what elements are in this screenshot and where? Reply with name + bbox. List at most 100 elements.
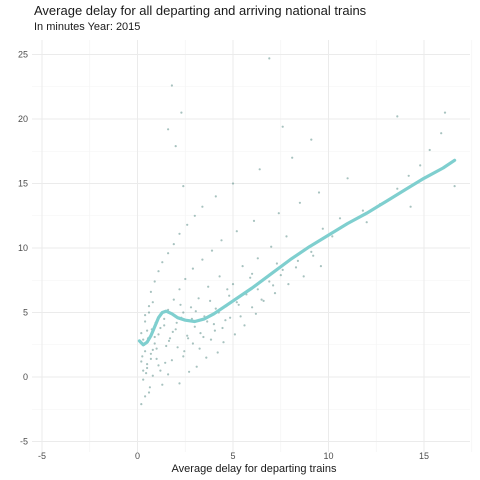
data-point: [142, 378, 145, 381]
data-point: [201, 205, 204, 208]
data-point: [146, 329, 149, 332]
data-point: [202, 335, 205, 339]
data-point: [140, 403, 143, 406]
data-point: [231, 283, 235, 286]
y-tick-label: 10: [18, 243, 28, 253]
y-tick-label: 5: [23, 308, 28, 318]
data-point: [209, 338, 213, 341]
y-tick-label: 15: [18, 179, 28, 189]
data-point: [216, 351, 219, 354]
data-point: [407, 174, 410, 177]
data-point: [235, 301, 238, 304]
data-point: [239, 315, 242, 318]
data-point: [161, 261, 164, 264]
data-point: [188, 370, 191, 373]
data-point: [443, 111, 447, 114]
data-point: [209, 299, 212, 302]
y-tick-label: -5: [20, 437, 28, 447]
data-point: [149, 352, 152, 355]
y-tick-label: 20: [18, 114, 28, 124]
data-point: [146, 366, 149, 370]
data-point: [170, 84, 173, 87]
data-point: [178, 232, 181, 235]
data-point: [409, 205, 412, 208]
data-point: [319, 265, 322, 268]
data-point: [296, 259, 299, 262]
data-point: [172, 298, 175, 301]
data-point: [195, 365, 198, 368]
data-point: [453, 185, 456, 188]
data-point: [226, 288, 229, 291]
data-point: [279, 274, 282, 277]
data-point: [168, 337, 172, 340]
data-point: [178, 382, 181, 385]
data-point: [161, 383, 164, 386]
data-point: [159, 369, 162, 372]
data-point: [201, 258, 204, 261]
x-axis-label: Average delay for departing trains: [172, 463, 337, 475]
data-point: [218, 275, 221, 278]
data-point: [142, 338, 145, 341]
data-point: [258, 168, 261, 171]
data-point: [254, 312, 257, 315]
data-point: [155, 347, 158, 350]
x-tick-label: 0: [135, 451, 140, 461]
data-point: [142, 369, 145, 372]
data-point: [235, 230, 238, 233]
data-point: [193, 325, 196, 328]
data-point: [153, 335, 156, 339]
data-point: [159, 326, 162, 330]
data-point: [144, 320, 147, 323]
data-point: [153, 342, 156, 345]
data-point: [206, 320, 209, 323]
data-point: [285, 235, 288, 238]
trend-line: [137, 158, 457, 347]
data-point: [321, 227, 324, 230]
data-point: [141, 355, 144, 358]
data-point: [144, 314, 147, 317]
data-point: [157, 364, 160, 367]
data-point: [191, 342, 194, 345]
data-point: [252, 219, 256, 222]
data-point: [167, 128, 170, 131]
data-point: [148, 386, 151, 389]
data-point: [228, 294, 231, 297]
data-point: [291, 156, 294, 159]
data-point: [237, 303, 240, 306]
data-point: [210, 249, 214, 252]
data-point: [205, 356, 208, 359]
data-point: [241, 265, 244, 268]
data-point: [396, 115, 399, 118]
data-point: [191, 267, 194, 270]
data-point: [281, 125, 284, 128]
data-point: [251, 272, 254, 275]
data-point: [231, 182, 235, 185]
data-point: [186, 334, 189, 337]
grid: [32, 40, 473, 452]
data-point: [144, 395, 147, 398]
data-point: [167, 339, 171, 342]
data-point: [268, 57, 271, 60]
data-point: [179, 303, 182, 306]
data-point: [272, 284, 275, 287]
data-point: [167, 373, 170, 376]
data-point: [167, 252, 170, 255]
y-tick-label: 25: [18, 50, 28, 60]
data-point: [165, 344, 168, 348]
data-point: [262, 299, 265, 302]
data-point: [140, 360, 143, 363]
data-point: [182, 311, 185, 314]
data-point: [144, 350, 147, 353]
scatter-points: [140, 57, 456, 406]
data-point: [163, 324, 166, 327]
data-point: [277, 212, 280, 215]
data-point: [198, 347, 201, 350]
x-tick-label: 15: [419, 451, 429, 461]
data-point: [174, 145, 177, 148]
data-point: [157, 333, 160, 336]
data-point: [183, 350, 186, 353]
trend-line-group: [137, 158, 457, 347]
data-point: [310, 138, 313, 141]
data-point: [175, 321, 178, 324]
data-point: [361, 209, 364, 212]
